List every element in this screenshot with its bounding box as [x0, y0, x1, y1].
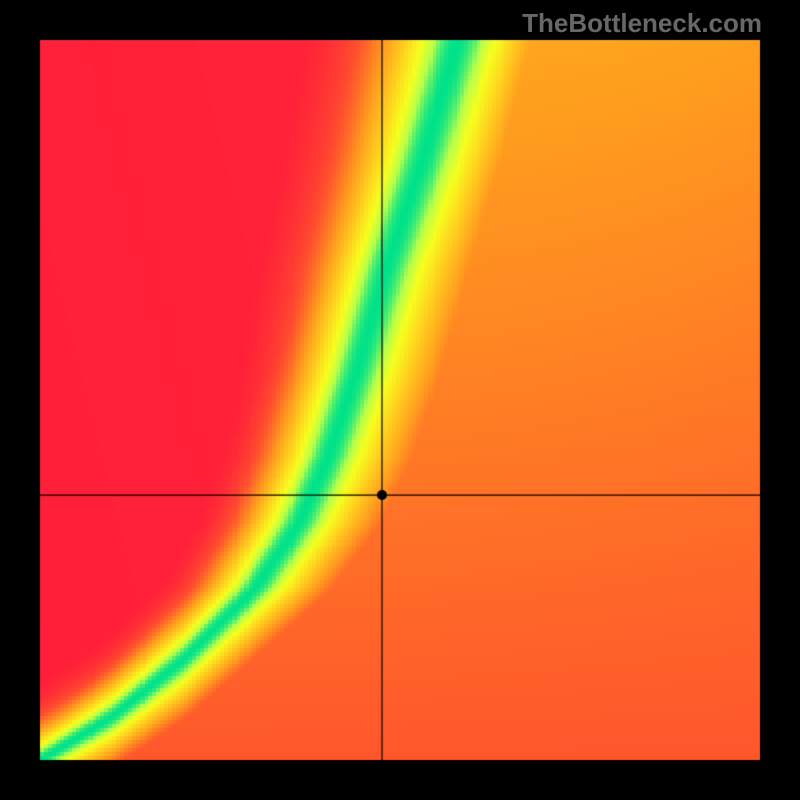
bottleneck-heatmap: [0, 0, 800, 800]
chart-root: TheBottleneck.com: [0, 0, 800, 800]
watermark-text: TheBottleneck.com: [522, 8, 762, 39]
